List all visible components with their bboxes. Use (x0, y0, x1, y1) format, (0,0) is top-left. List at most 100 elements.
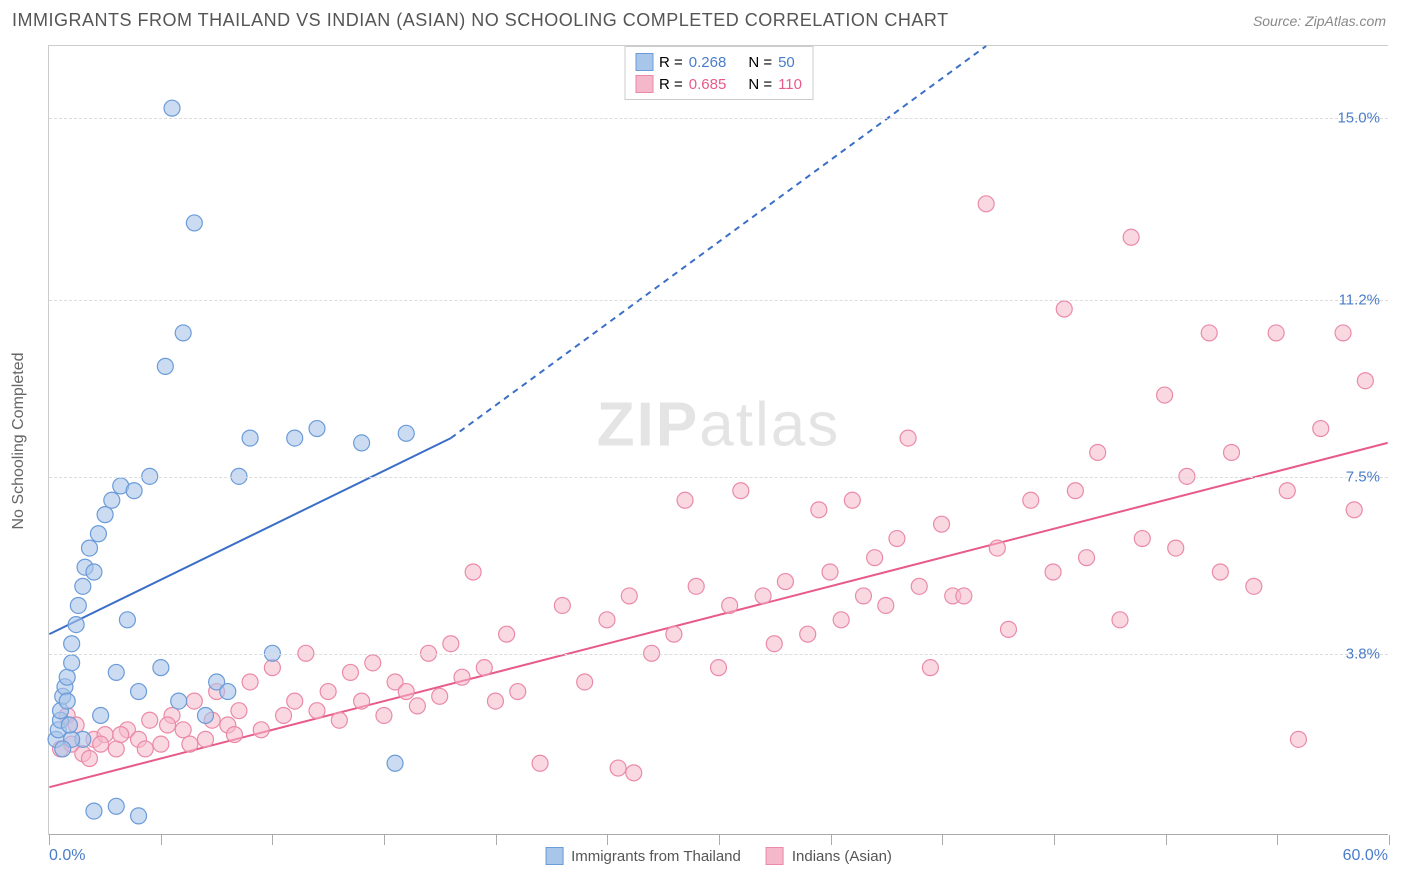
data-point (90, 526, 106, 542)
data-point (93, 707, 109, 723)
data-point (1290, 731, 1306, 747)
data-point (59, 693, 75, 709)
data-point (175, 325, 191, 341)
data-point (1346, 502, 1362, 518)
x-min-label: 0.0% (49, 847, 85, 865)
data-point (1067, 483, 1083, 499)
data-point (93, 736, 109, 752)
x-tick (496, 835, 497, 845)
data-point (171, 693, 187, 709)
data-point (160, 717, 176, 733)
data-point (432, 688, 448, 704)
data-point (126, 483, 142, 499)
data-point (398, 425, 414, 441)
data-point (833, 612, 849, 628)
data-point (1079, 550, 1095, 566)
data-point (108, 741, 124, 757)
data-point (1313, 421, 1329, 437)
x-tick (607, 835, 608, 845)
n-label: N = (748, 76, 772, 93)
chart-container: No Schooling Completed ZIPatlas 3.8%7.5%… (48, 45, 1388, 835)
x-tick (161, 835, 162, 845)
x-tick (831, 835, 832, 845)
data-point (226, 727, 242, 743)
data-point (867, 550, 883, 566)
data-point (119, 612, 135, 628)
data-point (108, 798, 124, 814)
data-point (142, 712, 158, 728)
data-point (1045, 564, 1061, 580)
data-point (1123, 229, 1139, 245)
data-point (1201, 325, 1217, 341)
data-point (365, 655, 381, 671)
data-point (666, 626, 682, 642)
data-point (499, 626, 515, 642)
data-point (231, 703, 247, 719)
data-point (409, 698, 425, 714)
data-point (82, 540, 98, 556)
data-point (131, 684, 147, 700)
data-point (86, 803, 102, 819)
x-tick (1166, 835, 1167, 845)
data-point (1157, 387, 1173, 403)
data-point (137, 741, 153, 757)
data-point (264, 660, 280, 676)
data-point (1134, 531, 1150, 547)
legend-item-series2: Indians (Asian) (766, 847, 892, 865)
data-point (922, 660, 938, 676)
data-point (476, 660, 492, 676)
y-tick-label: 15.0% (1337, 109, 1380, 126)
data-point (443, 636, 459, 652)
data-point (900, 430, 916, 446)
data-point (989, 540, 1005, 556)
data-point (276, 707, 292, 723)
data-point (97, 507, 113, 523)
r-label: R = (659, 76, 683, 93)
x-tick (272, 835, 273, 845)
trend-line (49, 443, 1387, 787)
y-tick-label: 11.2% (1339, 291, 1380, 308)
data-point (164, 100, 180, 116)
data-point (889, 531, 905, 547)
data-point (1000, 621, 1016, 637)
data-point (70, 597, 86, 613)
swatch-series2 (635, 75, 653, 93)
data-point (242, 674, 258, 690)
x-tick (1054, 835, 1055, 845)
legend-item-series1: Immigrants from Thailand (545, 847, 741, 865)
data-point (86, 564, 102, 580)
data-point (1357, 373, 1373, 389)
data-point (610, 760, 626, 776)
data-point (1212, 564, 1228, 580)
scatter-plot-svg (49, 46, 1388, 835)
data-point (113, 727, 129, 743)
data-point (309, 703, 325, 719)
data-point (104, 492, 120, 508)
data-point (64, 655, 80, 671)
chart-header: IMMIGRANTS FROM THAILAND VS INDIAN (ASIA… (0, 0, 1406, 36)
data-point (153, 660, 169, 676)
data-point (1023, 492, 1039, 508)
data-point (811, 502, 827, 518)
stats-legend: R = 0.268 N = 50 R = 0.685 N = 110 (624, 46, 813, 100)
data-point (978, 196, 994, 212)
r-label: R = (659, 54, 683, 71)
data-point (465, 564, 481, 580)
data-point (1168, 540, 1184, 556)
data-point (197, 731, 213, 747)
x-tick (49, 835, 50, 845)
data-point (711, 660, 727, 676)
data-point (454, 669, 470, 685)
data-point (1279, 483, 1295, 499)
data-point (182, 736, 198, 752)
data-point (822, 564, 838, 580)
gridline (49, 654, 1388, 655)
stats-row-series1: R = 0.268 N = 50 (635, 51, 802, 73)
data-point (800, 626, 816, 642)
data-point (186, 693, 202, 709)
data-point (108, 664, 124, 680)
gridline (49, 477, 1388, 478)
data-point (844, 492, 860, 508)
y-tick-label: 7.5% (1346, 468, 1380, 485)
data-point (934, 516, 950, 532)
